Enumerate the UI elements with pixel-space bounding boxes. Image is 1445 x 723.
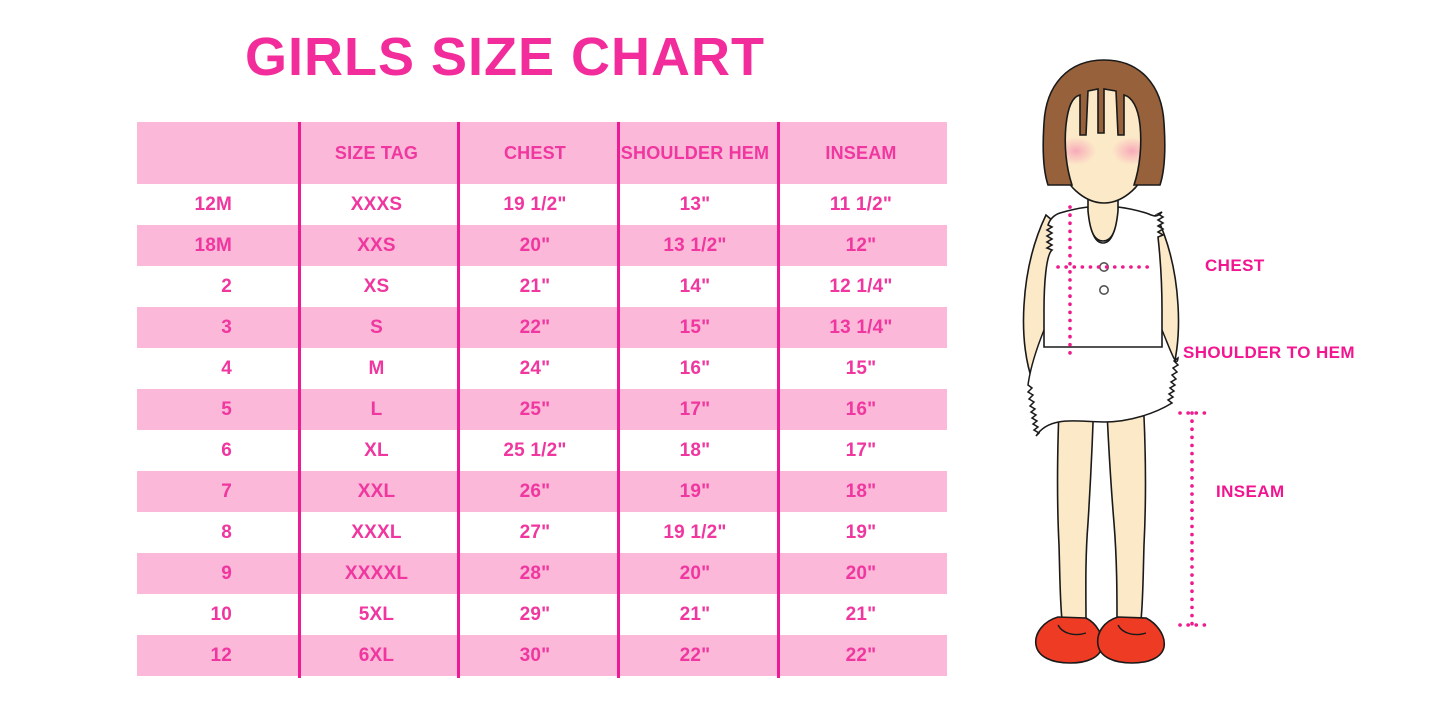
cell-size-tag: XS bbox=[298, 266, 455, 307]
cell-size: 3 bbox=[137, 307, 298, 348]
cell-chest: 28" bbox=[455, 553, 615, 594]
cell-size: 9 bbox=[137, 553, 298, 594]
column-header-shoulder-hem: SHOULDER HEM bbox=[615, 122, 775, 184]
cell-size: 18M bbox=[137, 225, 298, 266]
cell-size: 6 bbox=[137, 430, 298, 471]
cell-chest: 25" bbox=[455, 389, 615, 430]
header-row: SIZE TAG CHEST SHOULDER HEM INSEAM bbox=[137, 122, 947, 184]
cell-chest: 29" bbox=[455, 594, 615, 635]
column-divider-2 bbox=[457, 122, 460, 678]
cell-size-tag: XXXXL bbox=[298, 553, 455, 594]
table-row: 3 S 22" 15" 13 1/4" bbox=[137, 307, 947, 348]
cell-size: 4 bbox=[137, 348, 298, 389]
cell-size: 10 bbox=[137, 594, 298, 635]
table-row: 4 M 24" 16" 15" bbox=[137, 348, 947, 389]
label-shoulder-to-hem: SHOULDER TO HEM bbox=[1183, 343, 1355, 362]
inseam-bracket bbox=[1178, 411, 1208, 627]
cell-chest: 19 1/2" bbox=[455, 184, 615, 225]
cell-size-tag: M bbox=[298, 348, 455, 389]
girl-illustration bbox=[1000, 55, 1210, 680]
cell-shoulder-hem: 13 1/2" bbox=[615, 225, 775, 266]
skirt bbox=[1026, 329, 1180, 437]
table-row: 2 XS 21" 14" 12 1/4" bbox=[137, 266, 947, 307]
column-header-size-tag: SIZE TAG bbox=[298, 122, 455, 184]
label-inseam: INSEAM bbox=[1216, 482, 1285, 501]
button-bottom bbox=[1099, 285, 1110, 296]
cell-inseam: 17" bbox=[775, 430, 947, 471]
column-header-size bbox=[137, 122, 298, 184]
cell-chest: 27" bbox=[455, 512, 615, 553]
table-header: SIZE TAG CHEST SHOULDER HEM INSEAM bbox=[137, 122, 947, 184]
top bbox=[1043, 206, 1165, 348]
cell-size: 8 bbox=[137, 512, 298, 553]
hair bbox=[1042, 59, 1166, 186]
cell-size-tag: XL bbox=[298, 430, 455, 471]
cell-size-tag: XXL bbox=[298, 471, 455, 512]
cell-size-tag: 5XL bbox=[298, 594, 455, 635]
table-row: 5 L 25" 17" 16" bbox=[137, 389, 947, 430]
table-row: 6 XL 25 1/2" 18" 17" bbox=[137, 430, 947, 471]
cell-chest: 22" bbox=[455, 307, 615, 348]
cell-size-tag: XXXS bbox=[298, 184, 455, 225]
cell-inseam: 12" bbox=[775, 225, 947, 266]
table-row: 12M XXXS 19 1/2" 13" 11 1/2" bbox=[137, 184, 947, 225]
cell-size: 12 bbox=[137, 635, 298, 676]
cell-size-tag: S bbox=[298, 307, 455, 348]
cell-shoulder-hem: 17" bbox=[615, 389, 775, 430]
cell-shoulder-hem: 19 1/2" bbox=[615, 512, 775, 553]
cell-shoulder-hem: 16" bbox=[615, 348, 775, 389]
column-divider-1 bbox=[298, 122, 301, 678]
cell-shoulder-hem: 15" bbox=[615, 307, 775, 348]
cell-inseam: 16" bbox=[775, 389, 947, 430]
cell-shoulder-hem: 18" bbox=[615, 430, 775, 471]
table-row: 12 6XL 30" 22" 22" bbox=[137, 635, 947, 676]
cell-shoulder-hem: 21" bbox=[615, 594, 775, 635]
table-row: 7 XXL 26" 19" 18" bbox=[137, 471, 947, 512]
column-divider-3 bbox=[617, 122, 620, 678]
size-chart-table: SIZE TAG CHEST SHOULDER HEM INSEAM 12M XX… bbox=[137, 122, 947, 676]
column-header-chest: CHEST bbox=[455, 122, 615, 184]
cell-shoulder-hem: 19" bbox=[615, 471, 775, 512]
cell-size: 2 bbox=[137, 266, 298, 307]
cell-inseam: 13 1/4" bbox=[775, 307, 947, 348]
cell-shoulder-hem: 14" bbox=[615, 266, 775, 307]
cell-inseam: 20" bbox=[775, 553, 947, 594]
cell-chest: 20" bbox=[455, 225, 615, 266]
cell-size-tag: XXS bbox=[298, 225, 455, 266]
cell-size-tag: L bbox=[298, 389, 455, 430]
cell-chest: 24" bbox=[455, 348, 615, 389]
table-row: 9 XXXXL 28" 20" 20" bbox=[137, 553, 947, 594]
table-body: 12M XXXS 19 1/2" 13" 11 1/2" 18M XXS 20" 13 1/2"… bbox=[137, 184, 947, 676]
cell-size: 12M bbox=[137, 184, 298, 225]
cell-inseam: 21" bbox=[775, 594, 947, 635]
cell-size-tag: 6XL bbox=[298, 635, 455, 676]
cell-inseam: 15" bbox=[775, 348, 947, 389]
table-row: 10 5XL 29" 21" 21" bbox=[137, 594, 947, 635]
cell-shoulder-hem: 22" bbox=[615, 635, 775, 676]
cell-size-tag: XXXL bbox=[298, 512, 455, 553]
cell-inseam: 18" bbox=[775, 471, 947, 512]
label-chest: CHEST bbox=[1205, 256, 1265, 275]
shoes bbox=[1034, 616, 1166, 664]
page-title: GIRLS SIZE CHART bbox=[244, 27, 765, 87]
cell-size: 7 bbox=[137, 471, 298, 512]
column-header-inseam: INSEAM bbox=[775, 122, 947, 184]
cell-chest: 30" bbox=[455, 635, 615, 676]
cell-chest: 26" bbox=[455, 471, 615, 512]
cell-inseam: 19" bbox=[775, 512, 947, 553]
cell-shoulder-hem: 13" bbox=[615, 184, 775, 225]
table-row: 8 XXXL 27" 19 1/2" 19" bbox=[137, 512, 947, 553]
cell-chest: 25 1/2" bbox=[455, 430, 615, 471]
cell-inseam: 11 1/2" bbox=[775, 184, 947, 225]
cell-inseam: 22" bbox=[775, 635, 947, 676]
cell-inseam: 12 1/4" bbox=[775, 266, 947, 307]
table-row: 18M XXS 20" 13 1/2" 12" bbox=[137, 225, 947, 266]
column-divider-4 bbox=[777, 122, 780, 678]
cell-size: 5 bbox=[137, 389, 298, 430]
cell-shoulder-hem: 20" bbox=[615, 553, 775, 594]
cell-chest: 21" bbox=[455, 266, 615, 307]
